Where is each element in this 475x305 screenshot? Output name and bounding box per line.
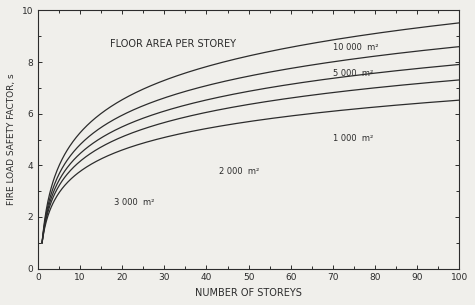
Text: 1 000  m²: 1 000 m² — [333, 134, 373, 143]
Text: FLOOR AREA PER STOREY: FLOOR AREA PER STOREY — [110, 39, 236, 48]
Text: 2 000  m²: 2 000 m² — [219, 167, 259, 176]
Text: 10 000  m²: 10 000 m² — [333, 44, 379, 52]
Y-axis label: FIRE LOAD SAFETY FACTOR, s: FIRE LOAD SAFETY FACTOR, s — [7, 74, 16, 205]
Text: 3 000  m²: 3 000 m² — [114, 198, 154, 207]
Text: 5 000  m²: 5 000 m² — [333, 69, 373, 78]
X-axis label: NUMBER OF STOREYS: NUMBER OF STOREYS — [195, 288, 302, 298]
